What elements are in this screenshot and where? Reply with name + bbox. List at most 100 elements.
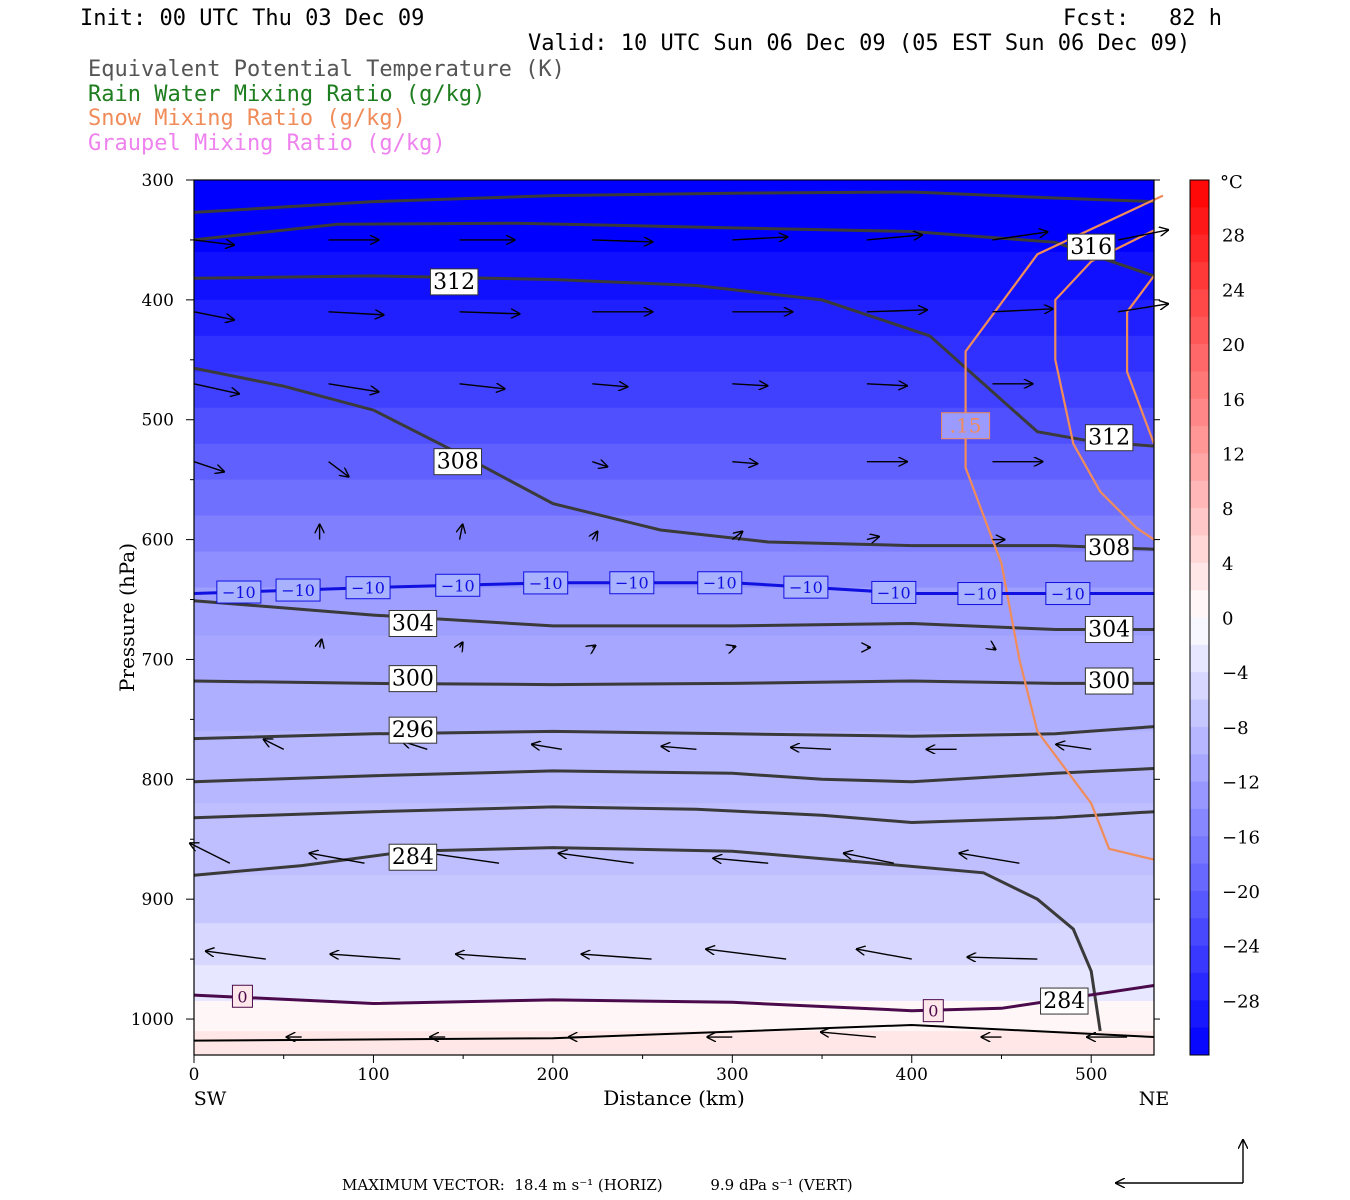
colorbar-segment [1190, 781, 1209, 810]
isotherm-label-box [957, 582, 1003, 606]
temperature-band [194, 479, 1154, 517]
isotherm-label-box [783, 575, 829, 599]
y-tick-label: 600 [142, 531, 174, 551]
colorbar-segment [1190, 699, 1209, 728]
wind-vector [460, 525, 463, 540]
wind-vector [532, 744, 562, 749]
colorbar-segment [1190, 672, 1209, 701]
x-end-label-ne: NE [1139, 1088, 1170, 1110]
colorbar-segment [1190, 234, 1209, 263]
colorbar-segment [1190, 535, 1209, 564]
theta-e-label-box [1040, 987, 1089, 1015]
wind-vector [190, 843, 231, 864]
isotherm-label: −10 [281, 581, 315, 600]
wind-vector [1118, 304, 1168, 313]
wind-vector [193, 383, 239, 394]
wind-vector [330, 954, 401, 960]
colorbar-segment [1190, 808, 1209, 837]
theta-e-label-box [429, 268, 479, 296]
colorbar-segment [1190, 508, 1209, 536]
valid-time: Valid: 10 UTC Sun 06 Dec 09 (05 EST Sun … [528, 31, 1191, 56]
colorbar-segment [1190, 562, 1209, 591]
temperature-band [194, 635, 1154, 684]
colorbar-segment [1190, 726, 1209, 755]
x-end-label-sw: SW [194, 1088, 227, 1110]
wind-vector [661, 746, 697, 749]
zero-label-box [231, 984, 253, 1008]
theta-e-label-box [388, 716, 438, 744]
colorbar-segment [1190, 918, 1209, 947]
theta-e-label-box [1084, 667, 1134, 695]
isotherm-label-box [216, 580, 262, 604]
wind-vector [456, 954, 527, 960]
temperature-band [194, 371, 1154, 409]
colorbar-segment [1190, 426, 1209, 454]
wind-vector [967, 957, 1038, 959]
colorbar-segment [1190, 207, 1209, 236]
colorbar-label: 12 [1222, 444, 1245, 465]
colorbar-segment [1190, 289, 1209, 318]
colorbar-segment [1190, 180, 1209, 208]
theta-e-label: 308 [1088, 536, 1130, 561]
temperature-band [194, 803, 1154, 876]
wind-vector [993, 647, 996, 649]
isotherm-label: −10 [963, 585, 997, 604]
colorbar-frame [1189, 179, 1210, 1056]
theta-e-label-box [1084, 424, 1134, 452]
y-tick-label: 800 [142, 770, 174, 790]
colorbar-segment [1190, 316, 1209, 345]
wind-vector [193, 311, 234, 320]
isotherm-label-box [871, 580, 917, 604]
y-tick-label: 300 [142, 171, 174, 191]
colorbar-label: 4 [1222, 554, 1233, 575]
theta-e-contour [193, 221, 1155, 278]
theta-e-contour [193, 190, 1155, 214]
isotherm-label-box [275, 578, 321, 602]
wind-vector [713, 858, 769, 864]
colorbar-label: −16 [1222, 827, 1260, 848]
temperature-band [194, 875, 1154, 924]
theta-e-label-box [388, 843, 438, 871]
wind-vector [206, 951, 266, 960]
wind-vector [592, 240, 652, 242]
colorbar-segment [1190, 344, 1209, 372]
temperature-band [194, 299, 1154, 337]
theta-e-label-box [388, 609, 438, 637]
wind-vector [264, 739, 285, 750]
colorbar-label: −20 [1222, 882, 1260, 903]
wind-vector [559, 853, 634, 864]
x-axis-label: Distance (km) [603, 1086, 745, 1110]
isotherm-label: −10 [441, 576, 475, 595]
theta-e-label: 284 [1043, 989, 1085, 1014]
colorbar-segment [1190, 1000, 1209, 1029]
colorbar-segment [1190, 945, 1209, 974]
colorbar-unit: °C [1220, 172, 1243, 193]
isotherm-label-box [435, 573, 481, 597]
snow-contour [1126, 275, 1156, 445]
theta-e-label: 312 [1088, 426, 1130, 451]
temperature-band [194, 683, 1154, 732]
colorbar-label: −28 [1222, 991, 1260, 1012]
wind-vector [866, 310, 927, 312]
isotherm-label: −10 [529, 574, 563, 593]
zero-label: 0 [928, 1002, 938, 1021]
isotherm-label-box [609, 571, 655, 595]
x-tick-label: 0 [189, 1065, 200, 1085]
wind-vector [992, 232, 1048, 241]
x-tick-label: 200 [537, 1065, 569, 1085]
temperature-band [194, 407, 1154, 445]
wind-vector [460, 642, 463, 647]
colorbar-label: 16 [1222, 390, 1245, 411]
wind-vector [328, 312, 384, 315]
colorbar-label: 0 [1222, 609, 1233, 630]
wind-vector [732, 646, 735, 647]
temperature-band [194, 180, 1154, 253]
wind-vector [1117, 230, 1168, 241]
colorbar-label: 8 [1222, 499, 1233, 520]
wind-vector [328, 461, 349, 477]
forecast-hour: Fcst: 82 h [1063, 6, 1222, 31]
colorbar-segment [1190, 480, 1209, 509]
theta-e-label: 296 [392, 718, 434, 743]
zero-label-box [922, 999, 944, 1023]
temperature-band [194, 335, 1154, 373]
